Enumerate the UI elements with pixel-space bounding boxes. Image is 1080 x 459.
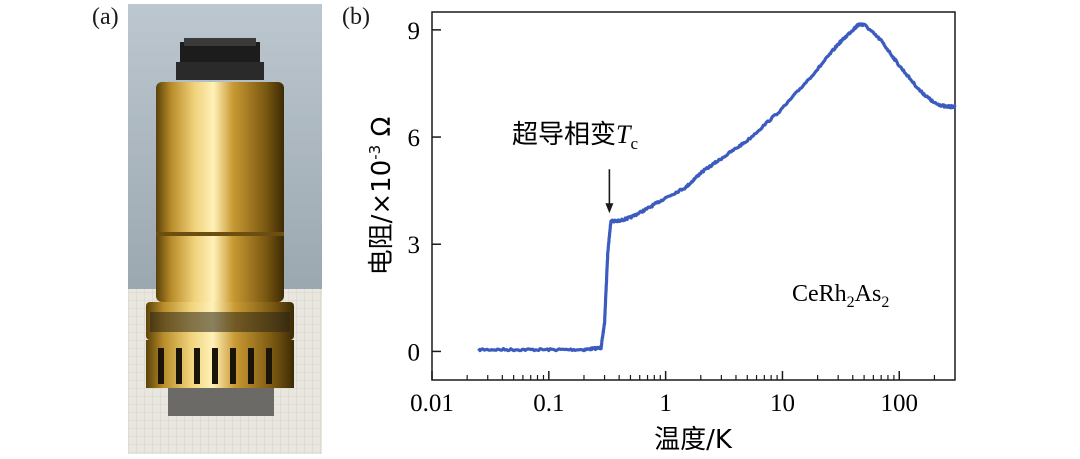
x-tick-label: 100 [881,390,919,417]
y-tick-label: 3 [408,232,421,259]
material-label: CeRh2As2 [792,281,889,311]
x-tick-label: 0.1 [533,390,564,417]
axis-ticks [431,29,936,380]
y-tick-label: 6 [408,125,421,152]
panel-a-label: (a) [92,4,119,30]
resistance-series-line [477,22,957,353]
x-tick-label: 0.01 [410,390,454,417]
y-tick-label: 0 [408,339,421,366]
y-tick-labels: 0 3 6 9 [408,18,421,367]
x-tick-label: 10 [770,390,795,417]
sample-holder-photo [128,4,322,454]
x-tick-labels: 0.01 0.1 1 10 100 [410,390,918,417]
y-tick-label: 9 [408,18,421,45]
tc-symbol: T [616,120,632,149]
tc-subscript: c [630,134,638,153]
x-axis-label: 温度/K [654,425,733,455]
tc-annotation-text: 超导相变 [512,120,616,150]
tc-arrow-head [605,203,614,214]
panel-b-label: (b) [342,4,370,30]
tc-annotation: 超导相变Tc [512,120,638,153]
y-axis-label: 电阻/×10-3 Ω [366,117,397,276]
x-tick-label: 1 [659,390,672,417]
plot-frame [431,11,956,381]
